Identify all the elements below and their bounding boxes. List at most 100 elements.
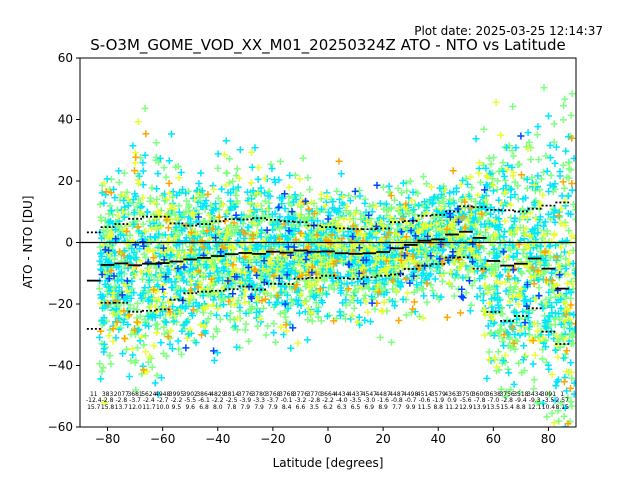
bin-annotation: -0.7 [405, 397, 417, 404]
y-axis-label: ATO - NTO [DU] [21, 196, 35, 289]
x-tick-label: −40 [205, 432, 230, 446]
bin-annotation: 7.7 [392, 404, 402, 411]
bin-annotation: 3681 [127, 391, 142, 398]
bin-annotation: 5624 [141, 391, 156, 398]
bin-annotation: 3768 [279, 391, 294, 398]
bin-annotation: 4363 [444, 391, 459, 398]
y-tick-label: −20 [48, 297, 73, 311]
bin-annotation: -9.3 [529, 397, 541, 404]
bin-annotation: 7.9 [268, 404, 278, 411]
bin-annotation: 1 [560, 391, 564, 398]
bin-annotation: 8.8 [516, 404, 526, 411]
bin-annotation: 8.15 [556, 404, 570, 411]
chart-title: S-O3M_GOME_VOD_XX_M01_20250324Z ATO - NT… [90, 36, 566, 55]
bin-annotation: 3518 [513, 391, 528, 398]
bin-annotation: 11.7 [142, 404, 156, 411]
bin-annotation: -7.8 [474, 397, 486, 404]
x-tick-label: 0 [324, 432, 332, 446]
bin-annotation: 15.4 [500, 404, 514, 411]
bin-annotation: 3.5 [309, 404, 319, 411]
x-tick-label: 20 [375, 432, 390, 446]
bin-annotation: -2.8 [102, 397, 114, 404]
bin-annotation: -3.7 [129, 397, 141, 404]
bin-annotation: 7.9 [254, 404, 264, 411]
bin-annotation: -3.0 [363, 397, 375, 404]
bin-annotation: 3750 [458, 391, 473, 398]
bin-annotation: -2.4 [143, 397, 155, 404]
bin-annotation: 3770 [307, 391, 322, 398]
bin-annotation: 4437 [348, 391, 363, 398]
bin-annotation: 2077 [114, 391, 129, 398]
bin-annotation: 4487 [375, 391, 390, 398]
bin-annotation: -2.7 [157, 397, 169, 404]
bin-annotation: -4.0 [336, 397, 348, 404]
y-tick-label: −60 [48, 420, 73, 434]
y-tick-label: 60 [58, 51, 73, 65]
bin-annotation: -5.6 [460, 397, 472, 404]
bin-annotation: 3756 [499, 391, 514, 398]
bin-annotation: 7.9 [241, 404, 251, 411]
bin-annotation: 7.8 [227, 404, 237, 411]
bin-annotation: 3768 [265, 391, 280, 398]
bin-annotation: -0.8 [391, 397, 403, 404]
bin-annotation: 13.9 [473, 404, 487, 411]
x-tick-label: 40 [431, 432, 446, 446]
x-tick-label: −80 [95, 432, 120, 446]
bin-annotation: -1.6 [377, 397, 389, 404]
bin-annotation: -0.1 [281, 397, 293, 404]
bin-annotation: 3638 [486, 391, 501, 398]
bin-annotation: -6.1 [198, 397, 210, 404]
bin-annotation: -2.8 [115, 397, 127, 404]
bin-annotation: -9.4 [515, 397, 527, 404]
bin-annotation: 10.4 [542, 404, 556, 411]
y-tick-label: −40 [48, 359, 73, 373]
bin-annotation: 4948 [155, 391, 170, 398]
bin-annotation: 8.4 [282, 404, 292, 411]
bin-annotation: 6.2 [323, 404, 333, 411]
bin-annotation: 12.1 [528, 404, 542, 411]
bin-annotation: 12.9 [459, 404, 473, 411]
bin-annotations: 11 383 20773681562449483995390238644829381… [86, 391, 569, 411]
y-tick-label: 0 [65, 236, 73, 250]
bin-annotation: 9.9 [406, 404, 416, 411]
bin-annotation: -5.5 [184, 397, 196, 404]
bin-annotation: 3091 [541, 391, 556, 398]
bin-annotation: -7.0 [487, 397, 499, 404]
scatter-series-orange [97, 130, 576, 427]
axes: −80 −60 −40 −20 0 20 40 60 80 −60 −40 −20 0 20 40 60 [48, 51, 556, 446]
bin-annotation: 6.8 [199, 404, 209, 411]
bin-annotation: 3902 [183, 391, 198, 398]
bin-annotation: 3434 [527, 391, 542, 398]
x-tick-label: 60 [486, 432, 501, 446]
bin-annotation: -3.9 [239, 397, 251, 404]
bin-annotation: -2.2 [212, 397, 224, 404]
x-tick-label: −20 [260, 432, 285, 446]
bin-annotation: 15.8 [101, 404, 115, 411]
bin-annotation: 3780 [251, 391, 266, 398]
bin-annotation: 13.5 [487, 404, 501, 411]
bin-annotation: 3995 [169, 391, 184, 398]
bin-statistics [80, 201, 576, 345]
bin-annotation: 12.0 [128, 404, 142, 411]
bin-annotation: 3664 [320, 391, 335, 398]
bin-annotation: 2.57 [556, 397, 570, 404]
bin-annotation: 15.7 [87, 404, 101, 411]
bin-annotation: 3600 [472, 391, 487, 398]
bin-annotation: -3.2 [295, 397, 307, 404]
bin-annotation: 4514 [417, 391, 432, 398]
bin-annotation: -2.8 [308, 397, 320, 404]
x-axis-label: Latitude [degrees] [273, 456, 384, 470]
bin-annotation: 11 [90, 391, 98, 398]
bin-annotation: 6.3 [337, 404, 347, 411]
bin-annotation: -2.5 [226, 397, 238, 404]
bin-annotation: -1.9 [432, 397, 444, 404]
bin-annotation: -2.2 [322, 397, 334, 404]
bin-annotation: 11.2 [445, 404, 459, 411]
bin-annotation: -3.5 [350, 397, 362, 404]
bin-annotation: -3.5 [543, 397, 555, 404]
bin-annotation: 9.5 [172, 404, 182, 411]
bin-annotation: 4487 [389, 391, 404, 398]
bin-annotation: 6.6 [296, 404, 306, 411]
scatter-series-blue [98, 132, 564, 355]
